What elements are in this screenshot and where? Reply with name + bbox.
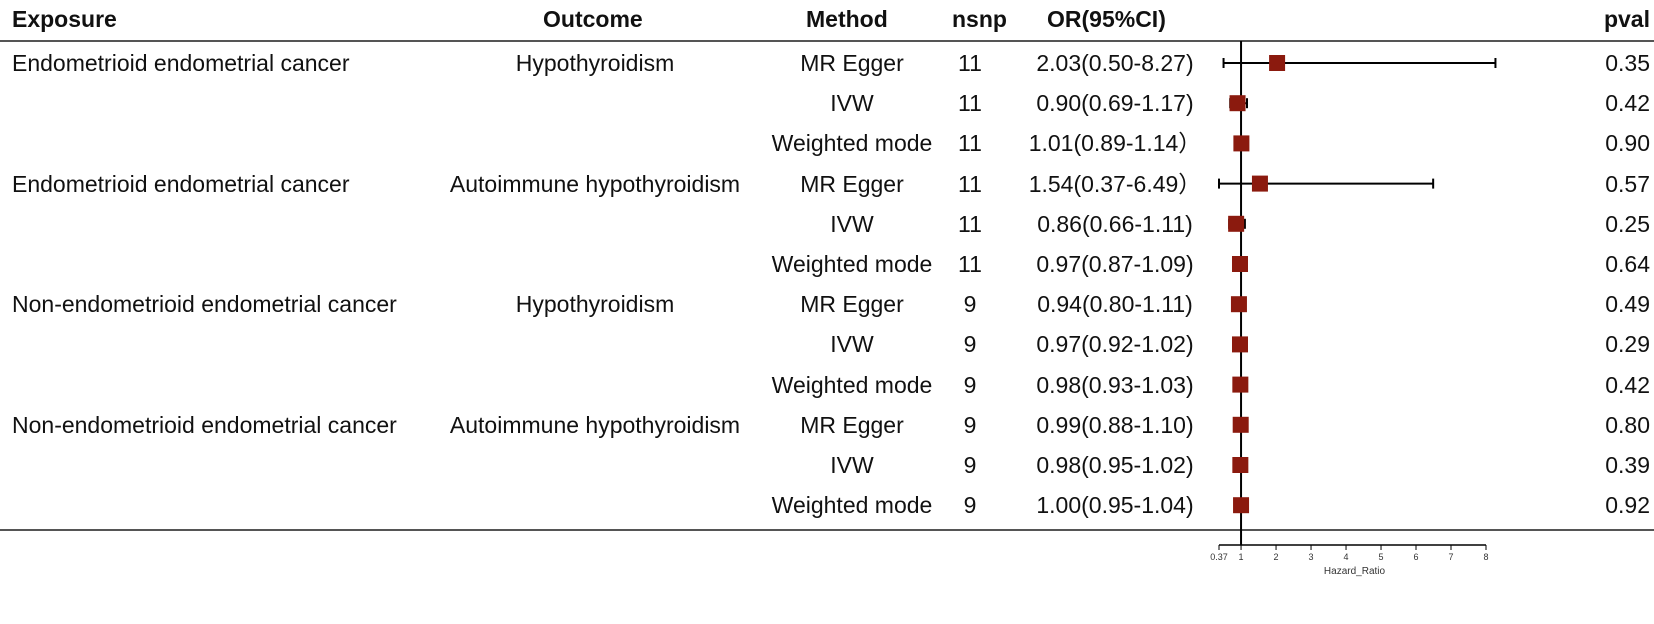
header-method: Method <box>806 6 888 32</box>
pval-cell: 0.29 <box>1605 331 1650 358</box>
nsnp-cell: 11 <box>958 251 982 277</box>
method-cell: IVW <box>830 331 874 358</box>
pval-cell: 0.25 <box>1605 210 1650 237</box>
or-ci-cell: 0.98(0.93-1.03) <box>1036 371 1194 398</box>
or-ci-cell: 0.97(0.92-1.02) <box>1036 331 1194 358</box>
or-ci-cell: 2.03(0.50-8.27) <box>1036 50 1194 76</box>
header-or: OR(95%CI) <box>1047 6 1166 32</box>
or-ci-cell: 0.98(0.95-1.02) <box>1036 452 1194 478</box>
or-marker <box>1232 416 1249 433</box>
or-marker <box>1228 215 1245 232</box>
x-tick-label: 7 <box>1448 552 1453 562</box>
or-marker <box>1251 175 1268 192</box>
pval-cell: 0.57 <box>1605 170 1650 197</box>
or-marker <box>1233 497 1250 514</box>
outcome-cell: Autoimmune hypothyroidism <box>449 411 741 438</box>
pval-cell: 0.80 <box>1605 411 1650 438</box>
method-cell: MR Egger <box>800 291 904 318</box>
or-marker <box>1233 135 1250 152</box>
x-tick-label: 8 <box>1483 552 1488 562</box>
nsnp-cell: 9 <box>963 411 977 438</box>
method-cell: Weighted mode <box>771 130 933 157</box>
outcome-cell: Hypothyroidism <box>515 291 675 318</box>
or-marker <box>1230 296 1247 313</box>
or-ci-cell: 1.01(0.89-1.14） <box>1028 130 1202 157</box>
header-rule <box>0 40 1654 42</box>
header-exposure: Exposure <box>12 6 117 32</box>
x-tick-label: 1 <box>1239 552 1244 562</box>
x-tick-label: 5 <box>1379 552 1384 562</box>
method-cell: IVW <box>830 90 874 117</box>
method-cell: MR Egger <box>800 170 904 197</box>
footer-rule <box>0 529 1654 531</box>
exposure-cell: Endometrioid endometrial cancer <box>12 50 350 76</box>
or-marker <box>1229 95 1246 112</box>
nsnp-cell: 9 <box>963 492 977 519</box>
or-marker <box>1269 55 1286 71</box>
pval-cell: 0.49 <box>1605 291 1650 318</box>
nsnp-cell: 9 <box>963 331 977 358</box>
method-cell: MR Egger <box>800 411 904 438</box>
nsnp-cell: 9 <box>963 452 977 478</box>
pval-cell: 0.90 <box>1605 130 1650 157</box>
nsnp-cell: 11 <box>958 90 982 117</box>
method-cell: Weighted mode <box>771 492 933 519</box>
pval-cell: 0.64 <box>1605 251 1650 277</box>
pval-cell: 0.42 <box>1605 90 1650 117</box>
or-ci-cell: 0.94(0.80-1.11) <box>1037 291 1193 318</box>
nsnp-cell: 9 <box>963 371 977 398</box>
or-ci-cell: 0.90(0.69-1.17) <box>1036 90 1194 117</box>
x-tick-label: 6 <box>1414 552 1419 562</box>
or-ci-cell: 1.54(0.37-6.49） <box>1028 170 1202 197</box>
nsnp-cell: 9 <box>963 291 977 318</box>
or-ci-cell: 0.86(0.66-1.11) <box>1037 210 1193 237</box>
or-marker <box>1232 457 1249 473</box>
x-tick-label: 0.37 <box>1210 552 1228 562</box>
exposure-cell: Non-endometrioid endometrial cancer <box>12 411 397 438</box>
header-pval: pval <box>1603 6 1650 32</box>
method-cell: IVW <box>830 210 874 237</box>
or-marker <box>1231 256 1248 272</box>
pval-cell: 0.42 <box>1605 371 1650 398</box>
outcome-cell: Autoimmune hypothyroidism <box>449 170 741 197</box>
method-cell: IVW <box>830 452 874 478</box>
nsnp-cell: 11 <box>958 130 982 157</box>
or-ci-cell: 0.97(0.87-1.09) <box>1036 251 1194 277</box>
pval-cell: 0.39 <box>1605 452 1650 478</box>
x-tick-label: 2 <box>1274 552 1279 562</box>
method-cell: MR Egger <box>800 50 904 76</box>
x-axis-label: Hazard_Ratio <box>1324 566 1386 577</box>
nsnp-cell: 11 <box>958 50 982 76</box>
exposure-cell: Non-endometrioid endometrial cancer <box>12 291 397 318</box>
x-tick-label: 3 <box>1309 552 1314 562</box>
nsnp-cell: 11 <box>958 210 982 237</box>
method-cell: Weighted mode <box>771 371 933 398</box>
header-outcome: Outcome <box>543 6 643 32</box>
x-tick-label: 4 <box>1344 552 1349 562</box>
pval-cell: 0.92 <box>1605 492 1650 519</box>
outcome-cell: Hypothyroidism <box>515 50 675 76</box>
or-marker <box>1231 336 1248 353</box>
exposure-cell: Endometrioid endometrial cancer <box>12 170 350 197</box>
nsnp-cell: 11 <box>958 170 982 197</box>
header-nsnp: nsnp <box>952 6 1007 32</box>
or-ci-cell: 0.99(0.88-1.10) <box>1036 411 1194 438</box>
method-cell: Weighted mode <box>771 251 933 277</box>
or-marker <box>1232 376 1249 393</box>
pval-cell: 0.35 <box>1605 50 1650 76</box>
or-ci-cell: 1.00(0.95-1.04) <box>1036 492 1194 519</box>
